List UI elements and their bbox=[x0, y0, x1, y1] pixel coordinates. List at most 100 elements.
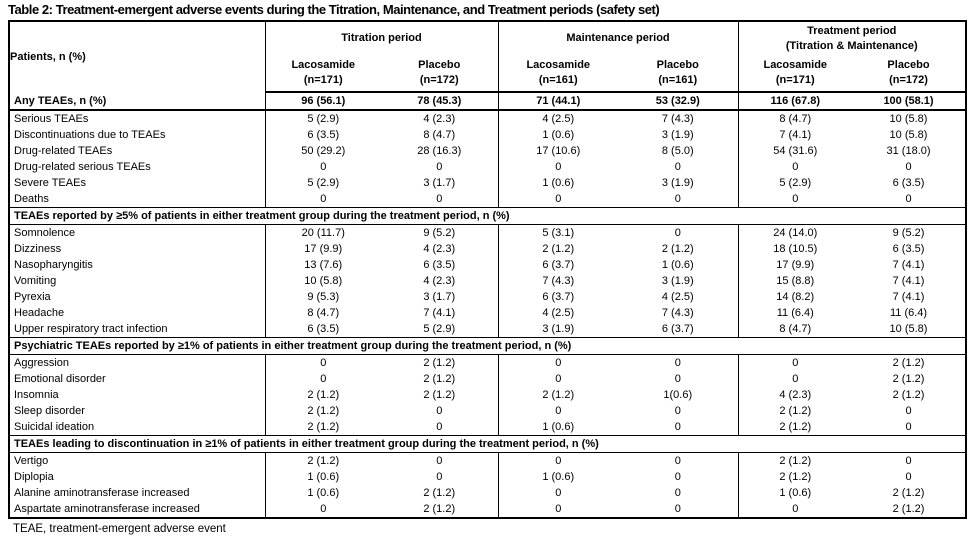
value-cell: 0 bbox=[674, 193, 681, 205]
value-cell: 17 (10.6) bbox=[497, 143, 618, 159]
row-label: Vomiting bbox=[14, 275, 57, 287]
value-cell: 1 (0.6) bbox=[497, 127, 618, 143]
row-label: Pyrexia bbox=[14, 291, 51, 303]
value-cell: 0 bbox=[905, 193, 912, 205]
table-row: Deaths 0 0 0 0 0 0 bbox=[9, 191, 966, 208]
row-label: Drug-related TEAEs bbox=[14, 145, 113, 157]
value-cell: 0 bbox=[264, 501, 381, 518]
value-cell: 20 (11.7) bbox=[264, 224, 381, 241]
table-row: Any TEAEs, n (%) 96 (56.1) 78 (45.3) 71 (44… bbox=[9, 92, 967, 111]
arm-header-row: Lacosamide (n=171) Placebo (n=172) Lacos… bbox=[9, 55, 967, 93]
table-body: Any TEAEs, n (%) 96 (56.1) 78 (45.3) 71 (44… bbox=[9, 92, 967, 518]
table-row: Vertigo 2 (1.2) 0 0 0 2 (1.2) 0 bbox=[9, 452, 966, 469]
table-row: Aspartate aminotransferase increased 0 2 (… bbox=[9, 501, 966, 518]
value-cell: 0 bbox=[737, 371, 853, 387]
value-cell: 1(0.6) bbox=[663, 389, 693, 401]
value-cell: 3 (1.9) bbox=[661, 275, 694, 287]
value-cell: 4 (2.3) bbox=[737, 387, 853, 403]
table-title: Table 2: Treatment-emergent adverse even… bbox=[8, 2, 660, 17]
value-cell: 1 (0.6) bbox=[661, 259, 694, 271]
value-cell: 2 (1.2) bbox=[423, 503, 456, 515]
value-cell: 7 (4.1) bbox=[892, 275, 925, 287]
column-header-treatment-lacosamide: Lacosamide (n=171) bbox=[737, 55, 853, 93]
value-cell: 100 (58.1) bbox=[852, 92, 967, 111]
table-row: Emotional disorder 0 2 (1.2) 0 0 0 2 (1.2) bbox=[9, 371, 966, 387]
value-cell: 3 (1.9) bbox=[497, 321, 618, 338]
column-header-treatment-period: Treatment period (Titration & Maintenanc… bbox=[737, 21, 967, 55]
value-cell: 1 (0.6) bbox=[264, 485, 381, 501]
period-header-row: Patients, n (%) Titration period Mainten… bbox=[9, 21, 967, 63]
arm-name: Placebo bbox=[418, 59, 461, 71]
value-cell: 0 bbox=[436, 161, 443, 173]
adverse-events-table: Patients, n (%) Titration period Mainten… bbox=[8, 20, 968, 519]
value-cell: 2 (1.2) bbox=[264, 419, 381, 436]
value-cell: 1 (0.6) bbox=[497, 419, 618, 436]
row-label: Diplopia bbox=[14, 471, 54, 483]
value-cell: 1 (0.6) bbox=[497, 469, 618, 485]
row-label: Aggression bbox=[14, 357, 70, 369]
value-cell: 8 (4.7) bbox=[737, 321, 853, 338]
table-row: Aggression 0 2 (1.2) 0 0 0 2 (1.2) bbox=[9, 354, 966, 371]
value-cell: 6 (3.5) bbox=[264, 321, 381, 338]
value-cell: 1 (0.6) bbox=[497, 175, 618, 191]
table-row: Alanine aminotransferase increased 1 (0.6… bbox=[9, 485, 966, 501]
value-cell: 96 (56.1) bbox=[264, 92, 381, 111]
value-cell: 2 (1.2) bbox=[737, 403, 853, 419]
column-header-titration-placebo: Placebo (n=172) bbox=[381, 55, 498, 93]
column-header-patients: Patients, n (%) bbox=[10, 51, 86, 63]
table-row: Sleep disorder 2 (1.2) 0 0 0 2 (1.2) 0 bbox=[9, 403, 966, 419]
value-cell: 0 bbox=[436, 193, 443, 205]
table-row: Diplopia 1 (0.6) 0 1 (0.6) 0 2 (1.2) 0 bbox=[9, 469, 966, 485]
value-cell: 7 (4.3) bbox=[497, 273, 618, 289]
arm-n: (n=171) bbox=[303, 74, 343, 86]
table-row: Nasopharyngitis 13 (7.6) 6 (3.5) 6 (3.7) 1 (… bbox=[9, 257, 966, 273]
row-label: Sleep disorder bbox=[14, 405, 85, 417]
arm-name: Lacosamide bbox=[763, 59, 828, 71]
value-cell: 0 bbox=[737, 354, 853, 371]
row-label: Discontinuations due to TEAEs bbox=[14, 129, 166, 141]
value-cell: 13 (7.6) bbox=[264, 257, 381, 273]
column-header-titration-period: Titration period bbox=[264, 21, 498, 55]
value-cell: 53 (32.9) bbox=[618, 92, 739, 111]
value-cell: 0 bbox=[264, 371, 381, 387]
value-cell: 0 bbox=[737, 191, 853, 208]
value-cell: 9 (5.3) bbox=[264, 289, 381, 305]
value-cell: 78 (45.3) bbox=[381, 92, 498, 111]
value-cell: 2 (1.2) bbox=[423, 389, 456, 401]
table-row: Upper respiratory tract infection 6 (3.5)… bbox=[9, 321, 966, 338]
column-header-maintenance-lacosamide: Lacosamide (n=161) bbox=[497, 55, 618, 93]
value-cell: 2 (1.2) bbox=[737, 469, 853, 485]
row-label: Vertigo bbox=[14, 455, 49, 467]
value-cell: 0 bbox=[674, 373, 681, 385]
arm-name: Lacosamide bbox=[291, 59, 356, 71]
value-cell: 50 (29.2) bbox=[264, 143, 381, 159]
value-cell: 7 (4.1) bbox=[892, 259, 925, 271]
value-cell: 2 (1.2) bbox=[497, 387, 618, 403]
column-header-maintenance-period: Maintenance period bbox=[497, 21, 739, 55]
value-cell: 0 bbox=[674, 471, 681, 483]
value-cell: 0 bbox=[674, 503, 681, 515]
value-cell: 4 (2.3) bbox=[423, 113, 456, 125]
table-row: Vomiting 10 (5.8) 4 (2.3) 7 (4.3) 3 (1.9) 15 … bbox=[9, 273, 966, 289]
arm-n: (n=161) bbox=[658, 74, 698, 86]
value-cell: 2 (1.2) bbox=[737, 452, 853, 469]
value-cell: 2 (1.2) bbox=[423, 487, 456, 499]
value-cell: 1 (0.6) bbox=[737, 485, 853, 501]
value-cell: 2 (1.2) bbox=[737, 419, 853, 436]
value-cell: 0 bbox=[497, 501, 618, 518]
value-cell: 2 (1.2) bbox=[264, 452, 381, 469]
table-row: Severe TEAEs 5 (2.9) 3 (1.7) 1 (0.6) 3 (1.9)… bbox=[9, 175, 966, 191]
row-label: Deaths bbox=[14, 193, 49, 205]
value-cell: 10 (5.8) bbox=[889, 323, 928, 335]
table-header: Patients, n (%) Titration period Mainten… bbox=[9, 21, 967, 93]
value-cell: 0 bbox=[674, 455, 681, 467]
value-cell: 4 (2.3) bbox=[423, 275, 456, 287]
value-cell: 2 (1.2) bbox=[661, 243, 694, 255]
section-header-row: TEAEs leading to discontinuation in ≥1% … bbox=[9, 435, 967, 453]
column-header-titration-lacosamide: Lacosamide (n=171) bbox=[264, 55, 381, 93]
value-cell: 6 (3.5) bbox=[892, 243, 925, 255]
value-cell: 14 (8.2) bbox=[737, 289, 853, 305]
value-cell: 3 (1.7) bbox=[423, 177, 456, 189]
value-cell: 0 bbox=[497, 159, 618, 175]
